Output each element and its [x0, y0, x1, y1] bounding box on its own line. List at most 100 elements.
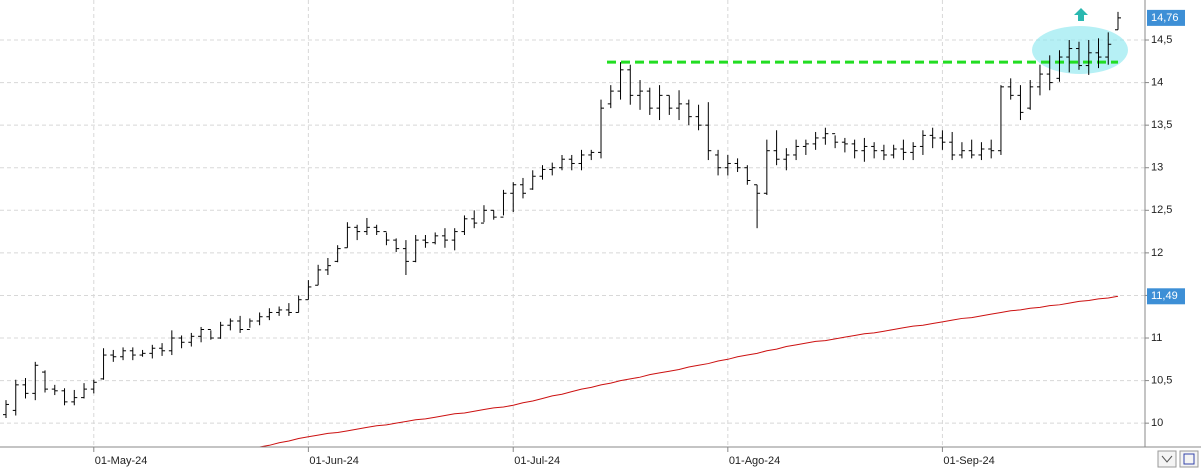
ohlc-bar [715, 149, 722, 176]
ohlc-bar [734, 158, 741, 172]
ohlc-bar [100, 348, 107, 380]
ohlc-bar [393, 238, 400, 253]
ohlc-bar [120, 347, 127, 361]
ohlc-bar [578, 149, 585, 171]
y-tick-label: 14 [1151, 76, 1163, 88]
ohlc-bar [627, 64, 634, 105]
ohlc-bar [32, 361, 39, 401]
ohlc-bar [832, 133, 839, 149]
zoom-button[interactable] [1157, 450, 1177, 468]
ohlc-bar [676, 90, 683, 121]
ohlc-bar [22, 378, 29, 399]
ohlc-bar [939, 130, 946, 150]
ohlc-bar [968, 139, 975, 159]
ohlc-bar [1036, 64, 1043, 96]
ohlc-bar [334, 245, 341, 263]
ohlc-bar [851, 139, 858, 159]
ohlc-bar [1075, 41, 1082, 70]
ohlc-bar [617, 62, 624, 100]
ohlc-bar [422, 234, 429, 248]
ohlc-bar [871, 142, 878, 159]
highlight-ellipse [1032, 26, 1128, 74]
ohlc-bar [51, 384, 58, 396]
ohlc-bar [490, 209, 497, 220]
ohlc-bar [207, 329, 214, 340]
y-tick-label: 13 [1151, 162, 1163, 174]
ohlc-bar [237, 315, 244, 333]
ohlc-bar [656, 85, 663, 121]
ohlc-bar [559, 154, 565, 171]
ohlc-bar [949, 131, 956, 161]
ohlc-bar [315, 264, 322, 286]
ohlc-bar [90, 379, 97, 394]
ohlc-bar [549, 162, 556, 176]
ohlc-bar [705, 102, 712, 161]
ohlc-bar [500, 189, 507, 218]
ohlc-bar [997, 85, 1004, 155]
ohlc-bar [783, 148, 790, 171]
ohlc-bar [295, 295, 302, 313]
ohlc-bar [276, 306, 283, 316]
ohlc-bar [646, 87, 653, 115]
ohlc-bar [588, 149, 595, 161]
ohlc-bar [754, 184, 761, 229]
x-tick-label: 01-Jul-24 [514, 455, 560, 467]
ohlc-bar [841, 137, 848, 153]
save-button[interactable] [1179, 450, 1199, 468]
y-tick-label: 13,5 [1151, 119, 1172, 131]
y-tick-label: 10 [1151, 417, 1163, 429]
ohlc-bar [71, 389, 78, 406]
ohlc-bar [285, 303, 292, 316]
ohlc-bar [61, 388, 68, 406]
grid [0, 0, 1145, 447]
ohlc-bar [1115, 11, 1121, 31]
price-label: 11,49 [1151, 290, 1178, 302]
ohlc-bar [822, 127, 829, 145]
ohlc-bar [763, 139, 770, 195]
ohlc-bar [812, 131, 819, 150]
ohlc-bar [900, 139, 907, 161]
ohlc-bar [1066, 40, 1073, 73]
ohlc-bar [188, 332, 195, 347]
ohlc-bar [42, 370, 49, 393]
ohlc-bar [929, 127, 936, 149]
ohlc-bar [1056, 50, 1063, 82]
y-tick-label: 10,5 [1151, 374, 1172, 386]
ohlc-bar [412, 234, 419, 263]
ohlc-bar [149, 344, 156, 359]
ohlc-bar [441, 228, 448, 248]
ohlc-bar [890, 144, 897, 159]
y-tick-label: 14,5 [1151, 34, 1172, 46]
ohlc-bar [168, 330, 175, 356]
ohlc-bar [519, 177, 526, 199]
ohlc-bar [919, 130, 926, 155]
ohlc-bar [383, 231, 390, 246]
ohlc-bar [471, 210, 478, 229]
ohlc-bar [637, 80, 644, 110]
ohlc-bar [598, 99, 605, 159]
ohlc-bar [802, 139, 809, 155]
y-tick-label: 11 [1151, 332, 1162, 344]
ohlc-bar [12, 379, 19, 416]
ohlc-bar [217, 321, 224, 339]
ohlc-bar [198, 326, 205, 343]
save-icon [1183, 453, 1195, 465]
ohlc-bar [266, 308, 273, 321]
ohlc-bar [461, 215, 468, 235]
ohlc-bar [988, 139, 995, 159]
ohlc-bar [529, 170, 536, 190]
ohlc-bar [539, 165, 546, 180]
ohlc-bar [227, 318, 234, 331]
ohlc-bar [744, 165, 751, 185]
ohlc-bar [1046, 55, 1053, 91]
ohlc-bar [129, 347, 136, 361]
ohlc-bar [324, 257, 331, 276]
ohlc-bar [159, 343, 166, 356]
ohlc-bar [568, 154, 575, 171]
ohlc-bar [510, 182, 517, 213]
ohlc-bar [793, 139, 800, 161]
ohlc-bar [363, 217, 370, 235]
labels: 1010,51111,51212,51313,51414,501-May-240… [93, 9, 1185, 467]
